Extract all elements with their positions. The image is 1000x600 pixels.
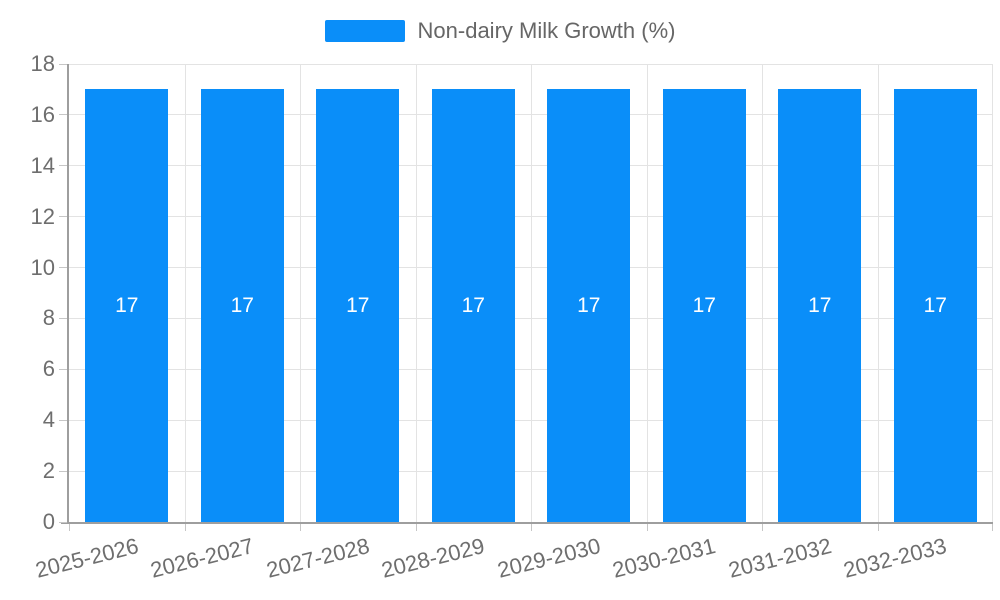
x-axis-tick [531,524,532,531]
x-axis-tick [762,524,763,531]
x-tick-label: 2028-2029 [378,533,488,583]
x-tick-label: 2031-2032 [725,533,834,583]
y-axis-tick [59,521,67,523]
x-axis-tick [300,524,301,531]
v-gridline [531,64,532,522]
x-tick-label: 2032-2033 [840,533,950,583]
y-axis-tick [59,419,67,421]
bar-value-label: 17 [692,293,716,317]
y-tick-label: 16 [30,101,55,127]
y-tick-label: 4 [42,407,55,433]
bar-value-label: 17 [346,293,370,317]
v-gridline [877,64,879,522]
legend-swatch [324,20,405,42]
plot-area: 0 2 4 6 8 10 12 14 16 18 17 17 17 17 17 17 17 17 2025-20… [31,53,993,583]
bar[interactable]: 17 [200,89,284,522]
x-axis-tick [877,524,879,531]
v-gridline [415,64,417,522]
bar[interactable]: 17 [778,89,862,522]
legend-label: Non-dairy Milk Growth (%) [417,18,676,43]
v-gridline [646,64,648,522]
y-axis-tick [59,317,67,319]
x-tick-label: 2030-2031 [609,533,719,583]
y-tick-label: 12 [30,203,55,229]
x-tick-label: 2027-2028 [263,533,372,583]
v-gridline [762,64,763,522]
y-axis-tick [59,165,67,167]
y-tick-label: 6 [42,356,55,382]
bar[interactable]: 17 [431,89,515,522]
x-tick-label: 2029-2030 [494,533,603,583]
bar-value-label: 17 [923,293,947,317]
bar-value-label: 17 [230,293,254,317]
x-axis-tick [69,524,70,531]
y-axis-tick [59,114,67,116]
x-axis-tick [992,524,993,531]
v-gridline [184,64,186,522]
v-gridline [300,64,301,522]
y-tick-label: 8 [42,305,55,331]
bar-value-label: 17 [808,293,832,317]
x-axis-tick [646,524,648,531]
y-axis-tick [59,368,67,370]
bar-value-label: 17 [577,293,601,317]
y-tick-label: 10 [30,254,55,280]
bar-value-label: 17 [115,293,139,317]
legend[interactable]: Non-dairy Milk Growth (%) [0,19,1000,43]
x-tick-label: 2026-2027 [147,533,257,583]
x-axis-tick [184,524,186,531]
y-axis-tick [59,216,67,218]
y-tick-label: 2 [42,458,55,484]
y-axis-tick [59,267,67,269]
x-axis-tick [415,524,417,531]
y-tick-label: 0 [42,509,55,534]
bar-value-label: 17 [461,293,485,317]
y-axis-tick [59,470,67,472]
y-tick-label: 18 [30,51,55,76]
y-axis-tick [59,63,67,65]
bar[interactable]: 17 [893,89,977,522]
y-tick-label: 14 [30,152,55,178]
bar[interactable]: 17 [547,89,631,522]
bar[interactable]: 17 [316,89,400,522]
v-gridline [992,64,993,522]
y-axis-line [67,64,69,524]
x-tick-label: 2025-2026 [32,533,141,583]
x-axis-line [61,522,993,524]
bar[interactable]: 17 [85,89,169,522]
bar[interactable]: 17 [662,89,746,522]
